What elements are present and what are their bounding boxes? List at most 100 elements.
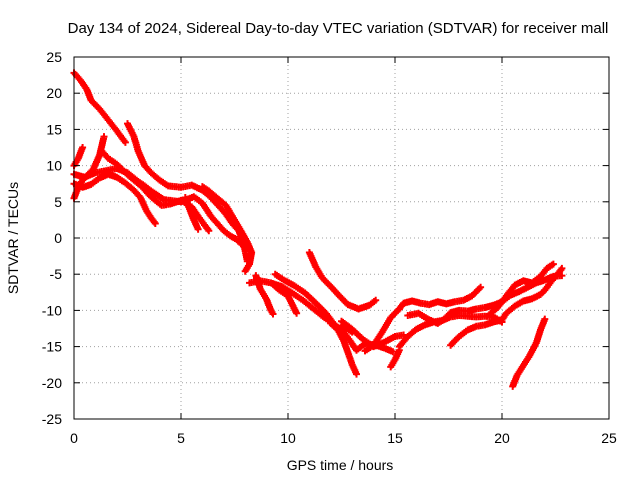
data-point [406,314,409,317]
data-point [188,207,191,211]
data-point [357,307,360,311]
data-point [543,317,546,321]
x-tick-label: 10 [280,430,296,446]
data-point [293,284,296,287]
x-tick-label: 25 [601,430,617,446]
data-point [517,290,521,293]
data-point [321,276,324,279]
data-point [107,173,110,176]
series-pass-1 [70,69,129,146]
series-pass-24 [509,315,549,390]
data-point [85,88,89,91]
data-point [492,320,495,324]
data-point [458,309,461,312]
data-point [104,169,108,172]
data-point [207,229,210,232]
series-pass-22 [447,264,566,349]
data-point [218,205,221,209]
series-pass-9 [198,183,256,275]
data-point [466,328,469,332]
data-point [402,333,405,337]
series-pass-11 [252,272,277,318]
data-point [274,273,277,276]
series-pass-8 [181,194,202,233]
data-point [115,176,119,179]
data-point [526,286,529,289]
data-point [511,385,514,388]
data-point [466,309,469,313]
data-point [162,198,166,201]
data-point [449,311,452,314]
series-pass-12 [269,280,301,317]
y-tick-label: 15 [46,121,62,137]
data-point [167,184,170,188]
data-point [374,299,377,302]
chart-title: Day 134 of 2024, Sidereal Day-to-day VTE… [68,20,609,37]
data-point [419,302,422,305]
series-pass-18 [387,346,403,371]
data-point [89,99,93,102]
data-point [301,299,305,302]
y-tick-label: 5 [54,194,62,210]
data-point [325,312,328,316]
data-point [209,215,213,218]
data-point [336,328,339,331]
data-point [550,280,553,283]
data-point [254,274,258,277]
data-point [348,339,352,342]
data-point [216,197,219,200]
data-point [115,163,119,166]
data-point [475,315,478,319]
data-point [231,222,234,225]
data-point [259,287,262,290]
data-point [216,222,219,225]
data-point [391,350,395,353]
y-tick-label: 20 [46,85,62,101]
data-point [530,281,534,285]
data-point [271,312,275,316]
data-point [239,242,243,245]
data-point [543,278,546,282]
data-point [492,304,495,307]
data-point [329,285,332,288]
data-point [539,328,542,332]
y-axis-label: SDTVAR / TECUs [5,182,21,294]
data-point [539,275,542,278]
data-point [83,176,86,179]
data-point [545,267,549,270]
data-point [383,346,386,350]
data-point [560,274,564,277]
data-point [389,316,392,319]
series-pass-13 [271,270,360,378]
data-point [483,315,487,318]
x-tick-label: 20 [494,430,510,446]
data-point [355,349,358,352]
data-point [402,302,405,305]
data-point [278,288,281,292]
data-point [522,279,525,282]
data-point [203,223,206,227]
data-point [361,338,365,341]
y-tick-label: -5 [50,266,63,282]
data-point [488,313,491,316]
data-point [239,229,243,232]
data-point [528,354,531,357]
data-point [515,374,519,377]
data-point [398,307,401,311]
data-point [492,315,495,319]
data-point [286,294,290,298]
data-point [126,122,129,125]
data-point [81,146,84,149]
data-point [132,135,136,138]
data-point [539,293,542,296]
data-point [389,365,392,369]
data-point [342,339,345,342]
data-point [522,364,525,367]
data-point [338,294,341,298]
data-point [415,328,418,331]
data-point [458,335,461,338]
data-point [312,307,315,311]
data-point [436,322,439,325]
data-point [137,149,140,153]
data-point [470,294,474,298]
